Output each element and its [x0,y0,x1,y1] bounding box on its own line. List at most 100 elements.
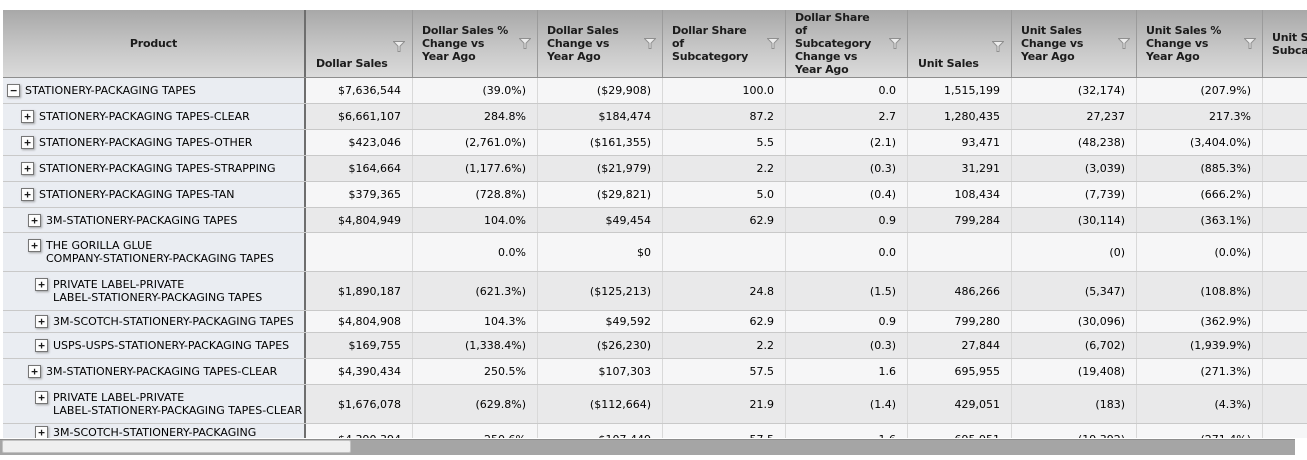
value-cell-dollar_share[interactable]: 5.5 [663,130,786,155]
product-cell[interactable]: + USPS-USPS-STATIONERY-PACKAGING TAPES [3,333,306,358]
column-header-dollar_share_chg[interactable]: Dollar Share of Subcategory Change vs Ye… [786,10,908,77]
expand-icon[interactable]: + [21,162,34,175]
value-cell-dollar_share_chg[interactable]: 0.0 [786,233,908,271]
value-cell-dollar_sales_pct_chg[interactable]: 104.0% [413,208,538,232]
value-cell-unit_sales_pct_chg[interactable]: (108.8%) [1137,272,1263,310]
value-cell-dollar_share[interactable]: 62.9 [663,208,786,232]
value-cell-unit_sales_chg[interactable]: (30,096) [1012,311,1137,332]
value-cell-dollar_sales_chg[interactable]: ($125,213) [538,272,663,310]
filter-icon[interactable] [1243,37,1257,49]
value-cell-dollar_sales_chg[interactable]: $0 [538,233,663,271]
value-cell-dollar_share_chg[interactable]: (0.4) [786,182,908,207]
product-cell[interactable]: + THE GORILLA GLUE COMPANY-STATIONERY-PAC… [3,233,306,271]
value-cell-unit_share[interactable] [1263,104,1307,129]
value-cell-unit_sales_chg[interactable]: (19,408) [1012,359,1137,384]
expand-icon[interactable]: + [28,365,41,378]
value-cell-unit_sales_chg[interactable]: (32,174) [1012,78,1137,103]
value-cell-dollar_sales_chg[interactable]: ($112,664) [538,385,663,423]
column-header-dollar_share[interactable]: Dollar Share of Subcategory [663,10,786,77]
expand-icon[interactable]: + [21,136,34,149]
value-cell-dollar_share[interactable]: 24.8 [663,272,786,310]
value-cell-unit_share[interactable] [1263,130,1307,155]
value-cell-dollar_share_chg[interactable]: (2.1) [786,130,908,155]
filter-icon[interactable] [643,37,657,49]
value-cell-dollar_sales_chg[interactable]: $184,474 [538,104,663,129]
value-cell-dollar_share_chg[interactable]: 0.0 [786,78,908,103]
value-cell-unit_sales_pct_chg[interactable]: (207.9%) [1137,78,1263,103]
value-cell-unit_sales_chg[interactable]: (30,114) [1012,208,1137,232]
value-cell-dollar_sales_pct_chg[interactable]: (39.0%) [413,78,538,103]
value-cell-dollar_share_chg[interactable]: (0.3) [786,333,908,358]
value-cell-dollar_sales_pct_chg[interactable]: 284.8% [413,104,538,129]
value-cell-dollar_share_chg[interactable]: (1.4) [786,385,908,423]
value-cell-dollar_sales_chg[interactable]: ($29,908) [538,78,663,103]
value-cell-dollar_sales[interactable]: $1,676,078 [306,385,413,423]
value-cell-unit_sales_chg[interactable]: (5,347) [1012,272,1137,310]
value-cell-unit_share[interactable] [1263,182,1307,207]
value-cell-unit_sales_chg[interactable]: (0) [1012,233,1137,271]
value-cell-unit_sales[interactable]: 799,284 [908,208,1012,232]
product-cell[interactable]: +3M-STATIONERY-PACKAGING TAPES [3,208,306,232]
value-cell-dollar_share[interactable]: 100.0 [663,78,786,103]
value-cell-dollar_sales[interactable]: $4,390,434 [306,359,413,384]
value-cell-unit_sales_pct_chg[interactable]: (0.0%) [1137,233,1263,271]
scrollbar-thumb[interactable] [2,440,351,453]
filter-icon[interactable] [888,37,902,49]
value-cell-unit_share[interactable] [1263,233,1307,271]
product-cell[interactable]: + STATIONERY-PACKAGING TAPES-STRAPPING [3,156,306,181]
value-cell-dollar_share[interactable]: 87.2 [663,104,786,129]
filter-icon[interactable] [392,41,406,52]
value-cell-dollar_share[interactable]: 5.0 [663,182,786,207]
value-cell-dollar_sales_chg[interactable]: $49,592 [538,311,663,332]
value-cell-dollar_sales[interactable]: $6,661,107 [306,104,413,129]
value-cell-dollar_sales[interactable]: $164,664 [306,156,413,181]
product-cell[interactable]: − STATIONERY-PACKAGING TAPES [3,78,306,103]
column-header-unit_sales_chg[interactable]: Unit Sales Change vs Year Ago [1012,10,1137,77]
value-cell-unit_sales[interactable]: 1,515,199 [908,78,1012,103]
value-cell-unit_share[interactable] [1263,311,1307,332]
value-cell-dollar_sales[interactable] [306,233,413,271]
value-cell-dollar_sales_pct_chg[interactable]: 250.5% [413,359,538,384]
expand-icon[interactable]: + [35,278,48,291]
value-cell-unit_share[interactable] [1263,385,1307,423]
column-header-dollar_sales_chg[interactable]: Dollar Sales Change vs Year Ago [538,10,663,77]
value-cell-dollar_share_chg[interactable]: 1.6 [786,359,908,384]
value-cell-dollar_share_chg[interactable]: (0.3) [786,156,908,181]
value-cell-unit_sales_chg[interactable]: (183) [1012,385,1137,423]
collapse-icon[interactable]: − [7,84,20,97]
filter-icon[interactable] [991,41,1005,52]
value-cell-unit_sales_pct_chg[interactable]: 217.3% [1137,104,1263,129]
value-cell-unit_sales_chg[interactable]: (48,238) [1012,130,1137,155]
value-cell-unit_sales_pct_chg[interactable]: (885.3%) [1137,156,1263,181]
value-cell-unit_sales[interactable]: 27,844 [908,333,1012,358]
value-cell-unit_share[interactable] [1263,156,1307,181]
value-cell-dollar_share[interactable] [663,233,786,271]
value-cell-dollar_sales_pct_chg[interactable]: (728.8%) [413,182,538,207]
value-cell-unit_sales[interactable] [908,233,1012,271]
value-cell-dollar_sales_pct_chg[interactable]: 104.3% [413,311,538,332]
value-cell-unit_sales[interactable]: 31,291 [908,156,1012,181]
value-cell-unit_sales_chg[interactable]: (3,039) [1012,156,1137,181]
value-cell-unit_sales[interactable]: 108,434 [908,182,1012,207]
value-cell-dollar_sales_chg[interactable]: $49,454 [538,208,663,232]
product-cell[interactable]: + STATIONERY-PACKAGING TAPES-CLEAR [3,104,306,129]
value-cell-dollar_share_chg[interactable]: 0.9 [786,311,908,332]
value-cell-unit_share[interactable] [1263,359,1307,384]
value-cell-dollar_sales_pct_chg[interactable]: (2,761.0%) [413,130,538,155]
value-cell-dollar_sales_chg[interactable]: ($161,355) [538,130,663,155]
value-cell-unit_sales_pct_chg[interactable]: (271.3%) [1137,359,1263,384]
value-cell-dollar_sales[interactable]: $379,365 [306,182,413,207]
expand-icon[interactable]: + [21,188,34,201]
column-header-dollar_sales_pct_chg[interactable]: Dollar Sales % Change vs Year Ago [413,10,538,77]
value-cell-dollar_share_chg[interactable]: 2.7 [786,104,908,129]
value-cell-dollar_sales_pct_chg[interactable]: (1,177.6%) [413,156,538,181]
value-cell-unit_sales_chg[interactable]: (6,702) [1012,333,1137,358]
expand-icon[interactable]: + [21,110,34,123]
expand-icon[interactable]: + [28,239,41,252]
value-cell-dollar_sales[interactable]: $4,804,949 [306,208,413,232]
value-cell-unit_share[interactable] [1263,333,1307,358]
filter-icon[interactable] [518,37,532,49]
value-cell-unit_sales[interactable]: 799,280 [908,311,1012,332]
value-cell-dollar_share[interactable]: 2.2 [663,333,786,358]
value-cell-dollar_share[interactable]: 57.5 [663,359,786,384]
